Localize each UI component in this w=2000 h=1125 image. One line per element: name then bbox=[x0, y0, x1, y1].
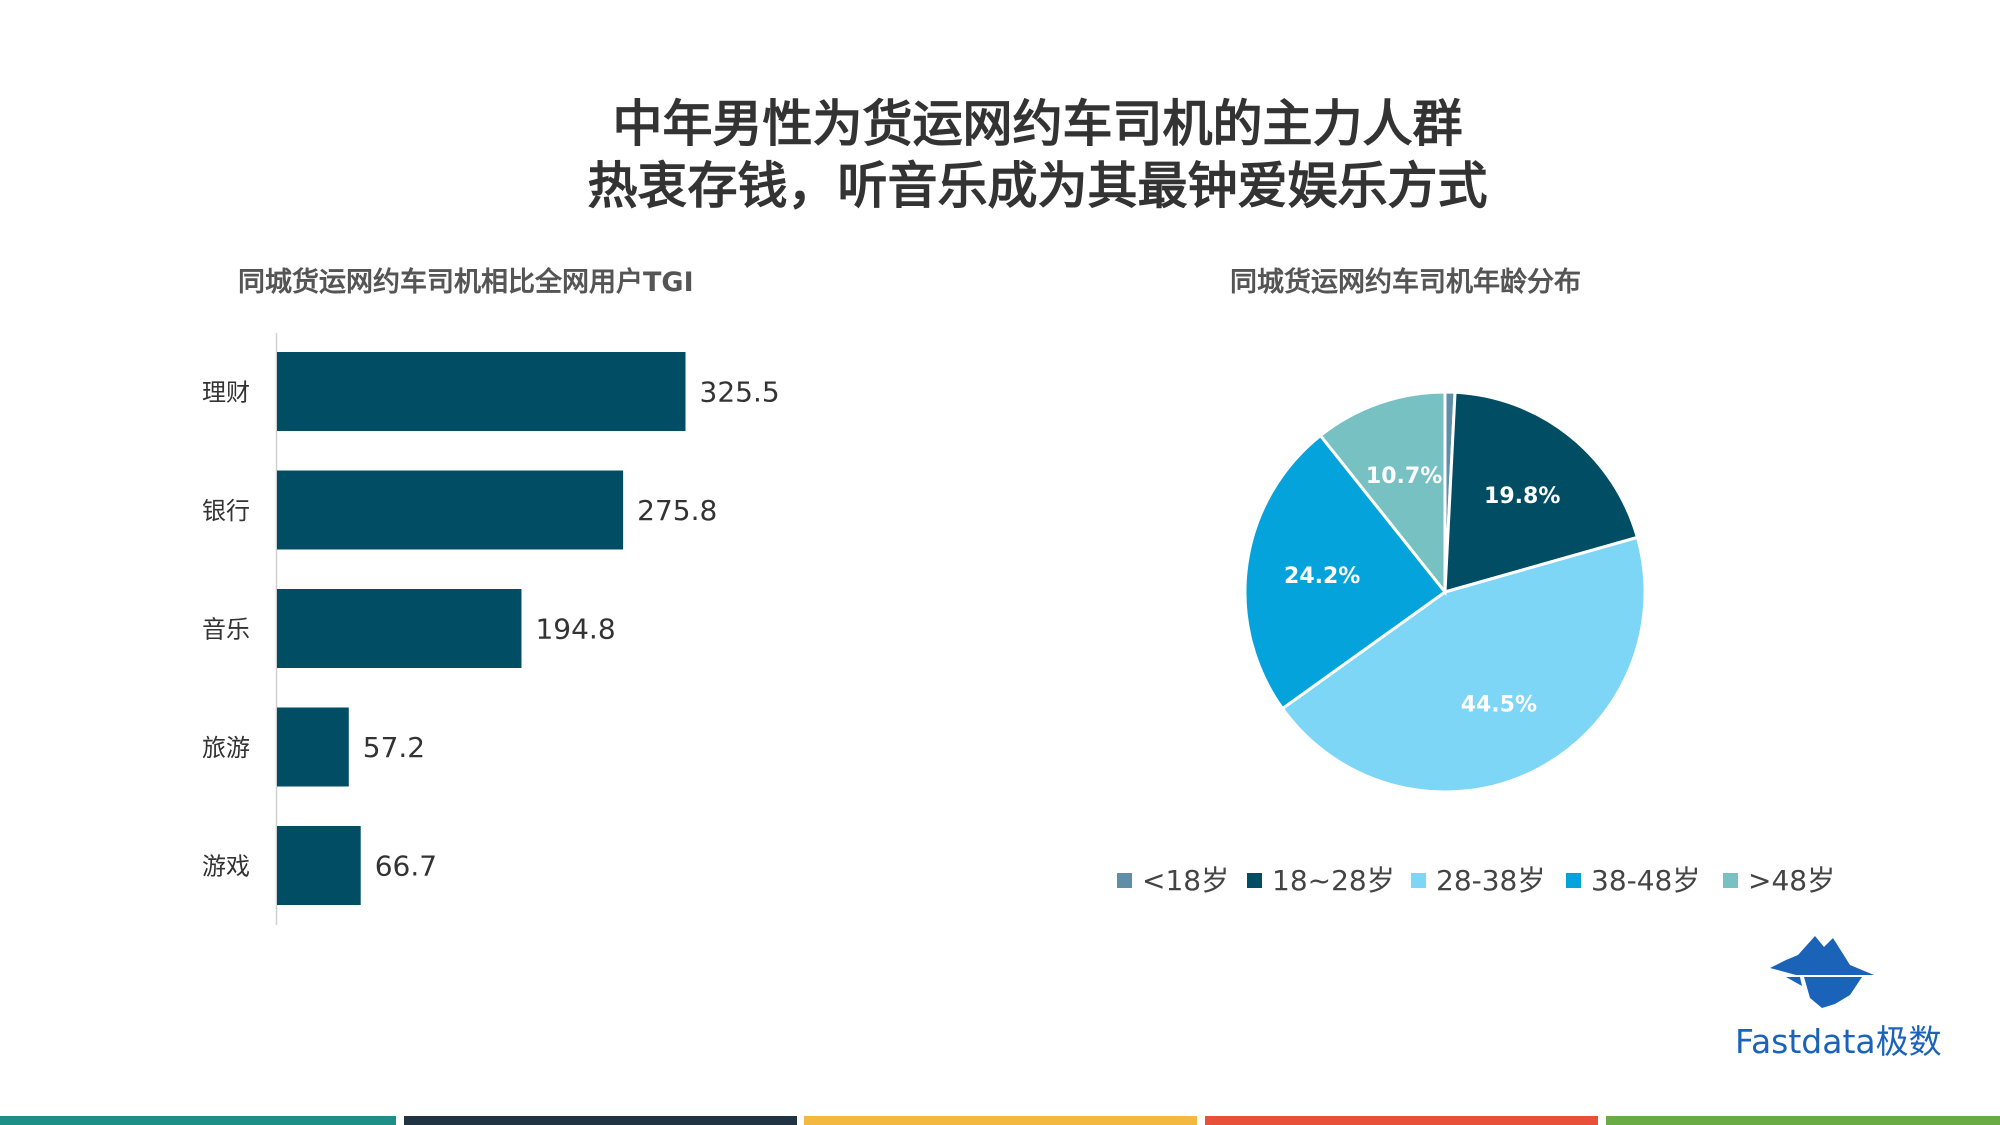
bar-value-label: 275.8 bbox=[637, 494, 717, 527]
legend-swatch bbox=[1247, 873, 1262, 888]
legend-swatch bbox=[1566, 873, 1581, 888]
footer-stripe-navy bbox=[404, 1116, 797, 1125]
legend-label: 38-48岁 bbox=[1591, 864, 1700, 897]
footer-stripe-yellow bbox=[804, 1116, 1197, 1125]
bar-value-label: 66.7 bbox=[375, 850, 437, 883]
pie-slice-2 bbox=[1443, 390, 1640, 595]
pie-slice-5 bbox=[1318, 390, 1447, 597]
footer-stripe-red bbox=[1205, 1116, 1598, 1125]
pie-slice-4 bbox=[1243, 433, 1448, 711]
bar-category-label: 游戏 bbox=[202, 853, 250, 881]
bar-category-label: 音乐 bbox=[202, 616, 250, 644]
legend-swatch bbox=[1117, 873, 1132, 888]
legend-swatch bbox=[1723, 873, 1738, 888]
bar-1 bbox=[277, 352, 686, 431]
legend-label: 18~28岁 bbox=[1272, 864, 1395, 897]
bar-5 bbox=[277, 826, 361, 905]
main-title-line-2: 热衷存钱，听音乐成为其最钟爱娱乐方式 bbox=[587, 157, 1488, 215]
bar-3 bbox=[277, 589, 522, 668]
bar-value-label: 57.2 bbox=[363, 731, 425, 764]
pie-slice-label: 44.5% bbox=[1461, 693, 1537, 718]
legend-label: 28-38岁 bbox=[1436, 864, 1545, 897]
pie-slice-label: 10.7% bbox=[1366, 464, 1442, 489]
pie-chart-title: 同城货运网约车司机年龄分布 bbox=[1230, 267, 1581, 298]
bar-4 bbox=[277, 707, 349, 787]
bar-value-label: 194.8 bbox=[535, 613, 615, 646]
bar-chart-title: 同城货运网约车司机相比全网用户TGI bbox=[238, 267, 694, 298]
bar-category-label: 银行 bbox=[202, 497, 250, 525]
pie-slice-3 bbox=[1280, 535, 1647, 794]
bar-category-label: 理财 bbox=[202, 379, 250, 407]
brand-logo-text: Fastdata极数 bbox=[1735, 1022, 1942, 1061]
legend-label: <18岁 bbox=[1142, 864, 1229, 897]
footer-stripe-teal bbox=[0, 1116, 396, 1125]
main-title-line-1: 中年男性为货运网约车司机的主力人群 bbox=[612, 95, 1463, 153]
bar-category-label: 旅游 bbox=[202, 734, 250, 762]
legend-swatch bbox=[1411, 873, 1426, 888]
bar-2 bbox=[277, 470, 624, 550]
pie-slice-label: 19.8% bbox=[1484, 484, 1560, 509]
bar-value-label: 325.5 bbox=[700, 376, 780, 409]
footer-stripe-green bbox=[1606, 1116, 2000, 1125]
legend-label: >48岁 bbox=[1748, 864, 1835, 897]
pie-slice-label: 24.2% bbox=[1284, 564, 1360, 589]
